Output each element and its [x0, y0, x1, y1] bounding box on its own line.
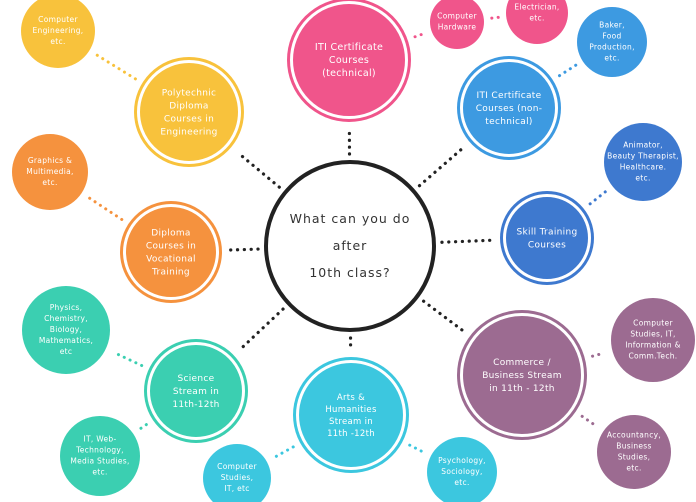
- leaf-it-web: [60, 416, 140, 496]
- connector-commerce-comp-studies-commerce: [591, 351, 607, 358]
- connector-polytechnic-computer-engineering: [94, 53, 137, 81]
- center-node: [264, 160, 436, 332]
- connector-iti-technical-computer-hardware: [413, 32, 426, 39]
- leaf-accountancy-label: Accountancy, Business Studies, etc.: [607, 431, 661, 473]
- connector-science-physics: [111, 350, 144, 368]
- node-iti-technical-inner-ring: [290, 1, 408, 119]
- leaf-graphics: [12, 134, 88, 210]
- node-arts-label: Arts & Humanities Stream in 11th -12th: [325, 393, 377, 439]
- node-science-inner-ring: [147, 342, 245, 440]
- node-diploma-vocational-ring: [120, 201, 222, 303]
- node-iti-nontechnical-label: ITI Certificate Courses (non-technical): [476, 91, 543, 127]
- connector-center-commerce: [422, 299, 466, 333]
- node-polytechnic-label: Polytechnic Diploma Courses in Engineering: [160, 88, 217, 137]
- node-skill-training-ring: [500, 191, 594, 285]
- leaf-animator: [604, 123, 682, 201]
- node-diploma-vocational-label: Diploma Courses in Vocational Training: [146, 228, 196, 277]
- leaf-computer-hardware: [430, 0, 484, 49]
- leaf-graphics-label: Graphics & Multimedia, etc.: [26, 156, 73, 187]
- node-iti-technical-ring: [287, 0, 411, 122]
- node-science-label: Science Stream in 11th-12th: [172, 374, 219, 410]
- center-node-label: What can you do after 10th class?: [290, 211, 411, 280]
- leaf-psychology: [427, 437, 497, 502]
- leaf-computer-hardware-label: Computer Hardware: [437, 12, 477, 32]
- leaf-baker-label: Baker, Food Production, etc.: [589, 21, 635, 63]
- leaf-comp-studies-commerce-label: Computer Studies, IT, Information & Comm.Te…: [625, 319, 681, 361]
- leaf-comp-studies-arts: [203, 444, 271, 502]
- leaf-computer-engineering: [21, 0, 95, 68]
- leaf-comp-studies-commerce: [611, 298, 695, 382]
- leaf-physics: [22, 286, 110, 374]
- connector-center-skill-training: [440, 238, 494, 244]
- connector-diploma-vocational-graphics: [86, 195, 124, 221]
- node-commerce-inner-ring: [460, 313, 584, 437]
- leaf-psychology-label: Psychology, Sociology, etc.: [438, 456, 486, 487]
- connector-science-it-web: [138, 423, 148, 431]
- node-polytechnic-ring: [134, 57, 244, 167]
- connector-center-iti-nontechnical: [417, 145, 466, 188]
- leaf-comp-studies-arts-label: Computer Studies, IT, etc: [217, 462, 257, 493]
- leaf-electrician-label: Electrician, etc.: [514, 3, 559, 23]
- connector-center-polytechnic: [235, 150, 281, 189]
- node-skill-training-label: Skill Training Courses: [517, 227, 578, 250]
- node-iti-nontechnical-inner-ring: [460, 59, 558, 157]
- node-diploma-vocational-inner-ring: [123, 204, 219, 300]
- leaf-it-web-label: IT, Web-Technology, Media Studies, etc.: [70, 435, 129, 477]
- node-iti-nontechnical-ring: [457, 56, 561, 160]
- nodes: What can you do after 10th class? ITI Certi…: [12, 0, 695, 502]
- node-arts-ring: [293, 357, 409, 473]
- node-skill-training-inner-ring: [503, 194, 591, 282]
- connector-center-diploma-vocational: [228, 247, 260, 252]
- connector-skill-training-animator: [588, 189, 608, 206]
- connector-iti-nontechnical-baker: [558, 63, 578, 78]
- leaf-computer-engineering-label: Computer Engineering, etc.: [33, 15, 84, 46]
- node-polytechnic-inner-ring: [137, 60, 241, 164]
- leaf-physics-label: Physics, Chemistry, Biology, Mathematics, et…: [39, 303, 93, 356]
- connectors: [86, 15, 608, 460]
- node-arts-inner-ring: [296, 360, 406, 470]
- node-iti-technical-label: ITI Certificate Courses (technical): [315, 42, 383, 79]
- connector-arts-comp-studies-arts: [272, 445, 295, 460]
- leaf-baker: [577, 7, 647, 77]
- leaf-animator-label: Animator, Beauty Therapist, Healthcare. etc…: [607, 141, 679, 183]
- connector-commerce-accountancy: [580, 414, 599, 429]
- connector-computer-hardware-electrician: [490, 15, 500, 20]
- node-science-ring: [144, 339, 248, 443]
- leaf-accountancy: [597, 415, 671, 489]
- connector-center-science: [238, 307, 285, 352]
- connector-arts-psychology: [408, 443, 426, 454]
- node-commerce-label: Commerce / Business Stream in 11th - 12th: [482, 358, 562, 394]
- leaf-electrician: [506, 0, 568, 44]
- node-commerce-ring: [457, 310, 587, 440]
